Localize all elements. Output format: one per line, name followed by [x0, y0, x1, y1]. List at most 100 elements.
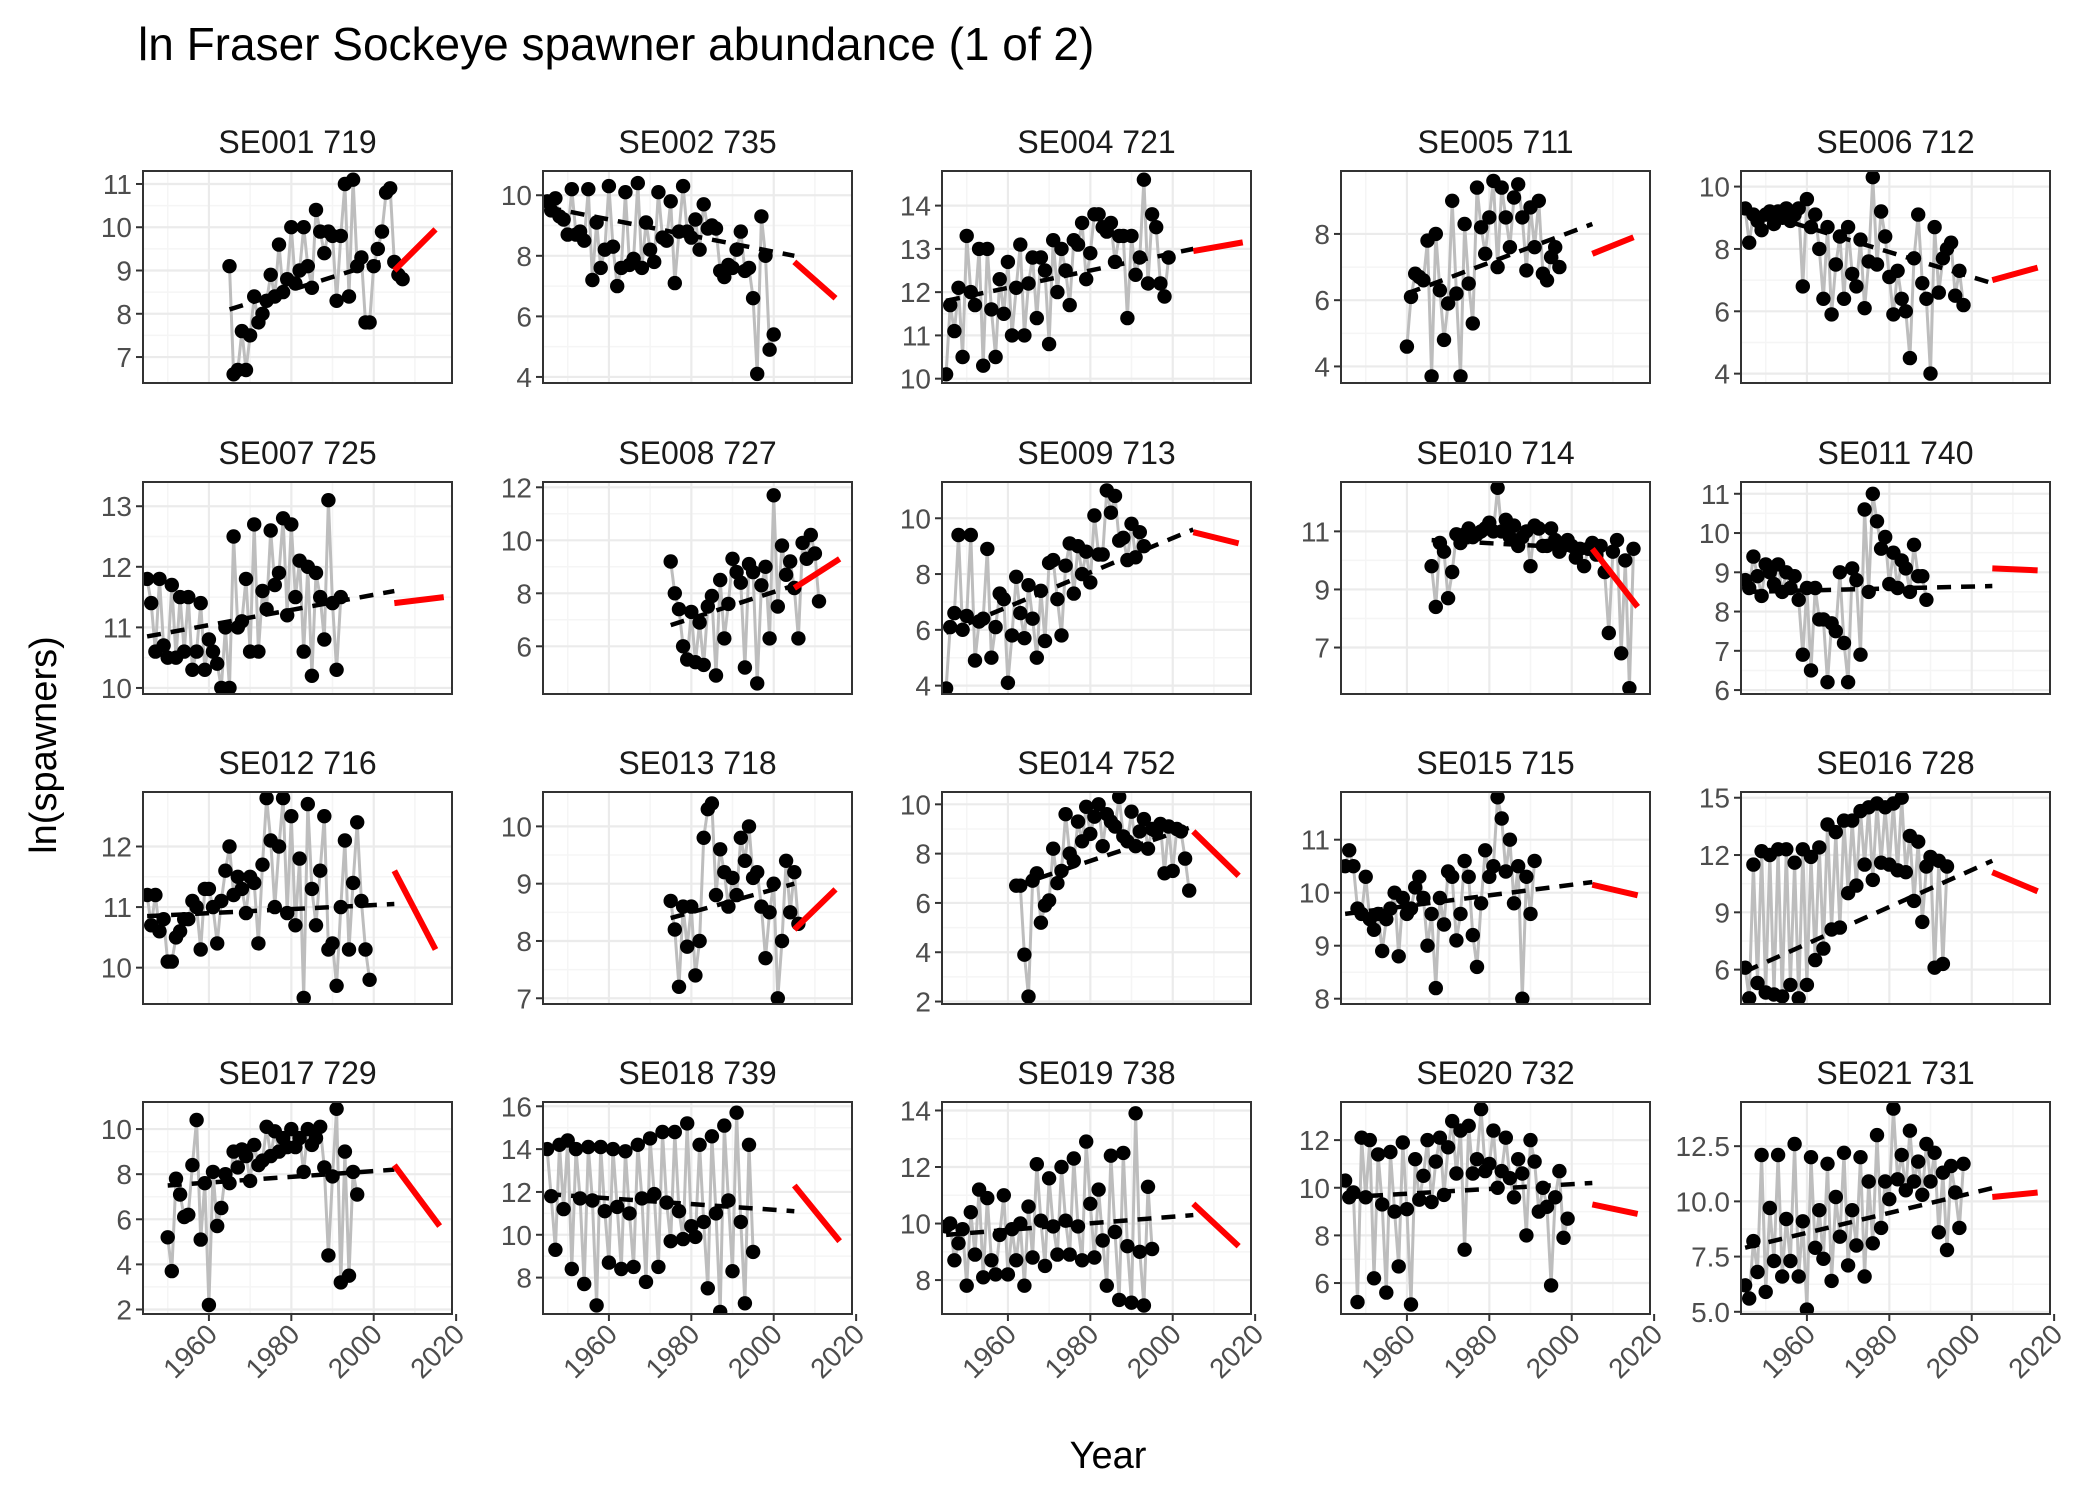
data-point [1511, 859, 1526, 874]
data-point [1490, 792, 1505, 805]
data-point [325, 936, 340, 951]
data-point [1548, 1190, 1563, 1205]
data-point [197, 662, 212, 677]
data-point [1523, 1132, 1538, 1148]
data-point [1506, 518, 1522, 533]
data-point [1058, 558, 1073, 573]
data-point [713, 842, 728, 857]
data-point [630, 1137, 645, 1153]
data-point [177, 644, 192, 659]
panel-data [1741, 486, 2038, 690]
data-point [1095, 547, 1110, 562]
data-point [618, 185, 633, 200]
data-point [1144, 1241, 1160, 1257]
data-point [634, 260, 650, 276]
data-point [271, 565, 287, 581]
data-point [556, 212, 571, 227]
panel-data [1424, 482, 1641, 694]
y-tick-label: 8 [516, 241, 532, 272]
data-point [1609, 532, 1625, 548]
data-point [1107, 1224, 1123, 1240]
data-point [996, 592, 1011, 607]
data-point [1128, 1106, 1143, 1121]
data-point [210, 656, 225, 671]
data-point [1898, 561, 1914, 576]
connector-line [669, 799, 800, 999]
data-point [1775, 989, 1790, 1004]
data-point [548, 191, 563, 206]
data-point [1886, 1102, 1901, 1116]
data-point [1849, 878, 1864, 893]
data-point [1816, 941, 1831, 956]
data-point [1502, 832, 1518, 847]
data-point [259, 792, 274, 806]
data-point [783, 905, 798, 920]
panel-se012: SE012 716 10 11 12 [101, 745, 453, 1005]
panel-se016: SE016 728 6 9 12 15 [1699, 745, 2051, 1005]
data-point [696, 830, 711, 845]
panel-title: SE012 716 [218, 745, 376, 781]
data-point [688, 968, 703, 983]
data-point [1758, 1284, 1773, 1300]
data-point [172, 924, 188, 939]
y-tick-label: 11 [1301, 516, 1330, 547]
data-point [758, 559, 773, 574]
data-point [1741, 1278, 1753, 1293]
recent-trend-line [1992, 565, 2038, 574]
data-point [692, 933, 707, 949]
data-point [1943, 1158, 1959, 1174]
data-point [313, 863, 328, 878]
data-point [762, 631, 777, 646]
data-point [638, 1274, 654, 1290]
data-point [1391, 949, 1406, 964]
recent-trend-line [792, 259, 838, 301]
panel-data [663, 796, 838, 1004]
panel-title: SE013 718 [618, 745, 776, 781]
y-tick-label: 9 [116, 256, 132, 287]
y-tick-label: 15 [1699, 783, 1730, 814]
panel-data [1741, 171, 2039, 381]
data-point [201, 1297, 217, 1313]
data-point [1878, 229, 1893, 244]
recent-trend-line [1192, 239, 1244, 254]
panel-data [942, 483, 1240, 694]
data-point [1915, 569, 1930, 584]
data-point [1832, 1229, 1848, 1244]
data-point [308, 202, 324, 218]
panel-border [941, 481, 1252, 695]
data-point [1779, 1211, 1794, 1227]
data-point [1091, 1182, 1106, 1197]
data-point [251, 644, 266, 659]
data-point [1099, 1278, 1115, 1293]
y-tick-label: 10.0 [1676, 1186, 1731, 1217]
data-point [210, 936, 225, 951]
y-tick-label: 9 [516, 869, 532, 900]
data-point [230, 869, 245, 884]
y-tick-label: 4 [915, 671, 931, 702]
data-point [1894, 291, 1909, 306]
data-point [577, 1276, 592, 1292]
panel-border [542, 481, 853, 695]
y-tick-label: 8 [116, 299, 132, 330]
data-point [1136, 1298, 1152, 1313]
data-point [762, 342, 777, 357]
data-point [1836, 635, 1852, 651]
facet-panels: SE001 719 7 8 9 10 11 SE002 735 4 6 8 10 SE004 721 1… [101, 124, 2069, 1384]
recent-trend-line [1191, 829, 1241, 878]
data-point [671, 979, 687, 994]
data-point [667, 275, 682, 291]
data-point [1000, 254, 1016, 270]
panel-border [142, 170, 453, 384]
y-tick-label: 14 [900, 1095, 931, 1126]
data-point [1140, 1179, 1156, 1195]
y-tick-label: 2 [116, 1294, 132, 1325]
data-point [210, 1218, 225, 1234]
data-point [1622, 681, 1637, 694]
data-point [1165, 863, 1180, 879]
y-tick-label: 10 [1699, 172, 1730, 203]
data-point [1812, 241, 1827, 257]
y-tick-label: 6 [915, 615, 931, 646]
data-point [144, 595, 159, 611]
data-point [1779, 842, 1794, 857]
